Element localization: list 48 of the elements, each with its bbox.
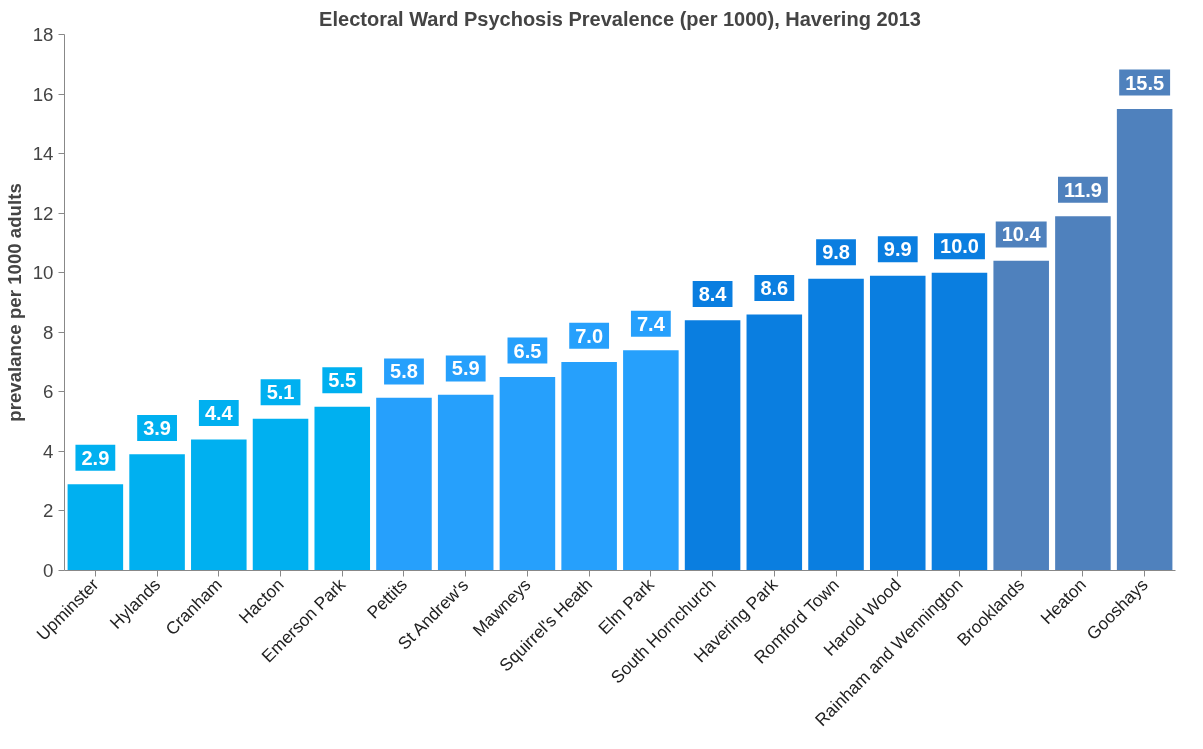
bar [437, 394, 494, 571]
bar [499, 376, 556, 571]
bar [808, 278, 864, 571]
bar [252, 418, 309, 571]
bar [1055, 216, 1111, 571]
data-label: 9.8 [822, 241, 850, 264]
data-label: 5.9 [451, 357, 480, 380]
data-label: 15.5 [1125, 71, 1165, 94]
bar [561, 362, 617, 571]
bar [67, 484, 124, 571]
y-tick-label: 6 [43, 381, 54, 403]
data-label: 8.4 [698, 282, 728, 305]
data-label: 11.9 [1064, 178, 1102, 201]
bar [376, 397, 432, 571]
bar [684, 320, 741, 571]
data-label: 5.1 [266, 381, 295, 404]
data-label: 9.9 [883, 238, 912, 261]
bar [869, 275, 926, 571]
bar [129, 454, 185, 571]
data-label: 7.4 [636, 312, 666, 335]
bar [1116, 108, 1173, 571]
y-tick-label: 2 [43, 500, 54, 522]
bar [191, 439, 247, 571]
y-tick-label: 18 [32, 24, 54, 45]
data-label: 5.5 [328, 369, 357, 392]
y-tick-label: 16 [32, 83, 54, 105]
data-label: 5.8 [390, 360, 418, 383]
data-label: 7.0 [575, 324, 604, 347]
bar [993, 260, 1049, 571]
data-label: 4.4 [204, 402, 234, 425]
bar [931, 272, 988, 571]
data-label: 2.9 [81, 446, 110, 469]
y-tick-label: 4 [43, 440, 54, 462]
data-label: 3.9 [143, 416, 171, 439]
bar [314, 406, 371, 571]
y-tick-label: 0 [43, 560, 54, 581]
data-label: 6.5 [513, 339, 542, 362]
chart-title: Electoral Ward Psychosis Prevalence (per 1000), Havering 2013 [319, 7, 921, 30]
data-label: 10.0 [940, 235, 979, 258]
bar [746, 314, 803, 571]
y-tick-label: 14 [32, 143, 54, 165]
y-tick-label: 12 [32, 202, 54, 224]
y-tick-label: 8 [43, 321, 54, 343]
data-label: 10.4 [1001, 223, 1042, 246]
data-label: 8.6 [760, 277, 789, 300]
bar [623, 350, 679, 571]
y-tick-label: 10 [32, 262, 54, 284]
y-axis-title: prevalance per 1000 adults [3, 183, 25, 422]
